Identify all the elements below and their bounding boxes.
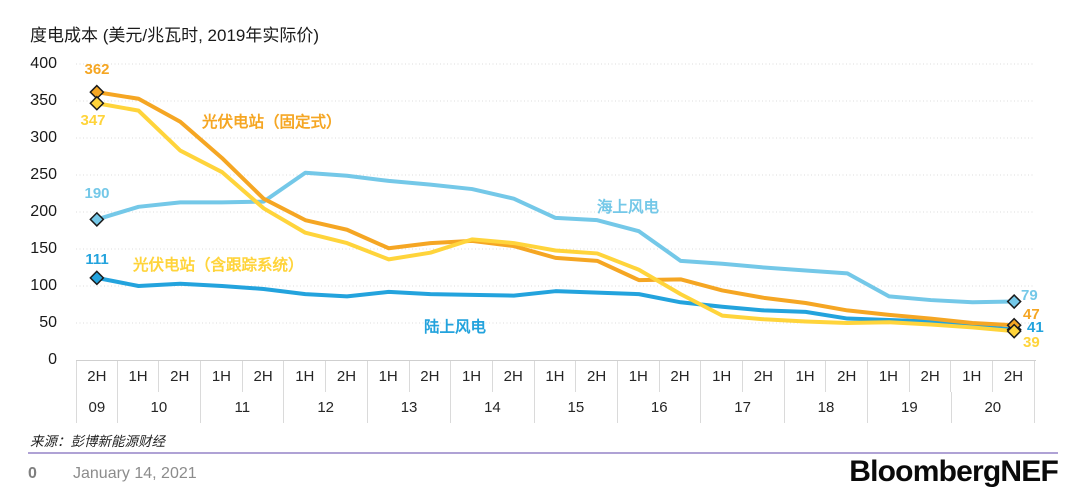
x-axis-half-cell: 2H [826,361,869,392]
marker-offshore_wind [1006,293,1022,310]
x-axis-year-cell: 12 [284,392,368,423]
x-axis-half-cell: 1H [868,361,910,392]
y-axis-tick-label: 350 [30,92,57,109]
data-label-pv-fixed-end: 47 [1023,306,1040,323]
bloombergnef-logo: BloombergNEF [849,455,1059,488]
marker-pv_tracking [1006,323,1022,339]
x-axis-half-cell: 1H [618,361,660,392]
y-axis-tick-label: 100 [30,277,57,294]
marker-pv_tracking [89,95,105,111]
data-label-onshore-start: 111 [85,251,109,268]
x-axis-half-cell: 1H [451,361,493,392]
data-label-pv-tracking-start: 347 [80,112,106,129]
x-axis-year-cell: 18 [785,392,869,423]
marker-offshore_wind [89,211,105,227]
series-line-onshore_wind [94,275,1017,332]
series-label-offshore-wind: 海上风电 [597,199,660,216]
data-label-offshore-start: 190 [84,185,110,202]
x-axis-half-cell: 1H [785,361,827,392]
series-label-pv-tracking: 光伏电站（含跟踪系统） [133,257,304,274]
x-axis-half-cell: 1H [535,361,577,392]
x-axis-half-cell: 2H [910,361,952,392]
footer-date: January 14, 2021 [73,465,197,482]
x-axis-year-row: 09 10 11 12 13 14 15 16 17 18 19 20 [76,392,1036,423]
x-axis-year-cell: 09 [76,392,118,423]
series-line-pv_tracking [94,101,1017,334]
y-axis-tick-label: 150 [30,240,57,257]
x-axis-half-cell: 2H [493,361,535,392]
x-axis-half-cell: 2H [76,361,118,392]
y-axis-tick-label: 50 [39,314,57,331]
x-axis-year-cell: 19 [868,392,952,423]
chart-title: 度电成本 (美元/兆瓦时, 2019年实际价) [30,26,320,45]
y-axis-tick-label: 400 [30,55,57,72]
series-line-pv_fixed [94,90,1017,328]
data-label-onshore-end: 41 [1027,319,1044,336]
x-axis-half-cell: 1H [284,361,327,392]
y-axis-tick-label: 250 [30,166,57,183]
x-axis-half-cell: 1H [201,361,243,392]
series-line-offshore_wind [94,170,1017,305]
x-axis-half-cell: 2H [660,361,702,392]
x-axis-year-cell: 16 [618,392,702,423]
x-axis-half-cell: 2H [410,361,452,392]
y-axis-tick-label: 200 [30,203,57,220]
y-axis-tick-label: 0 [48,351,57,368]
x-axis-year-cell: 17 [701,392,785,423]
x-axis-half-cell: 1H [951,361,994,392]
x-axis-half-cell: 1H [118,361,160,392]
footer-divider [28,452,1058,454]
lcoe-line-chart: 400 350 300 250 200 150 100 50 0 光伏电站（固定式） 光伏电站（… [30,55,1044,423]
data-label-pv-tracking-end: 39 [1023,334,1040,351]
x-axis-half-cell: 1H [701,361,743,392]
x-axis-year-cell: 20 [952,392,1035,423]
x-axis-half-cell: 2H [243,361,285,392]
data-label-offshore-end: 79 [1021,287,1038,304]
data-label-pv-fixed-start: 362 [84,61,110,78]
series-label-onshore-wind: 陆上风电 [424,319,487,336]
x-axis-year-cell: 15 [535,392,619,423]
plot-area [76,63,1035,339]
x-axis: 2H 1H 2H 1H 2H 1H 2H 1H 2H 1H 2H 1H 2H 1H 2H 1H 2H 1H 2H 1H… [76,360,1036,423]
x-axis-half-cell: 2H [576,361,618,392]
x-axis-year-cell: 14 [451,392,535,423]
page-number: 0 [28,465,37,482]
series-label-pv-fixed: 光伏电站（固定式） [202,114,342,131]
x-axis-half-cell: 2H [326,361,368,392]
y-axis-tick-label: 300 [30,129,57,146]
x-axis-half-cell: 1H [368,361,410,392]
x-axis-year-cell: 10 [118,392,202,423]
marker-onshore_wind [89,270,105,286]
x-axis-half-year-row: 2H 1H 2H 1H 2H 1H 2H 1H 2H 1H 2H 1H 2H 1H 2H 1H 2H 1H 2H 1H… [76,360,1036,392]
x-axis-half-cell: 2H [159,361,202,392]
source-note: 来源：彭博新能源财经 [30,434,165,449]
x-axis-half-cell: 2H [993,361,1035,392]
x-axis-year-cell: 11 [201,392,285,423]
x-axis-half-cell: 2H [743,361,785,392]
x-axis-year-cell: 13 [368,392,452,423]
